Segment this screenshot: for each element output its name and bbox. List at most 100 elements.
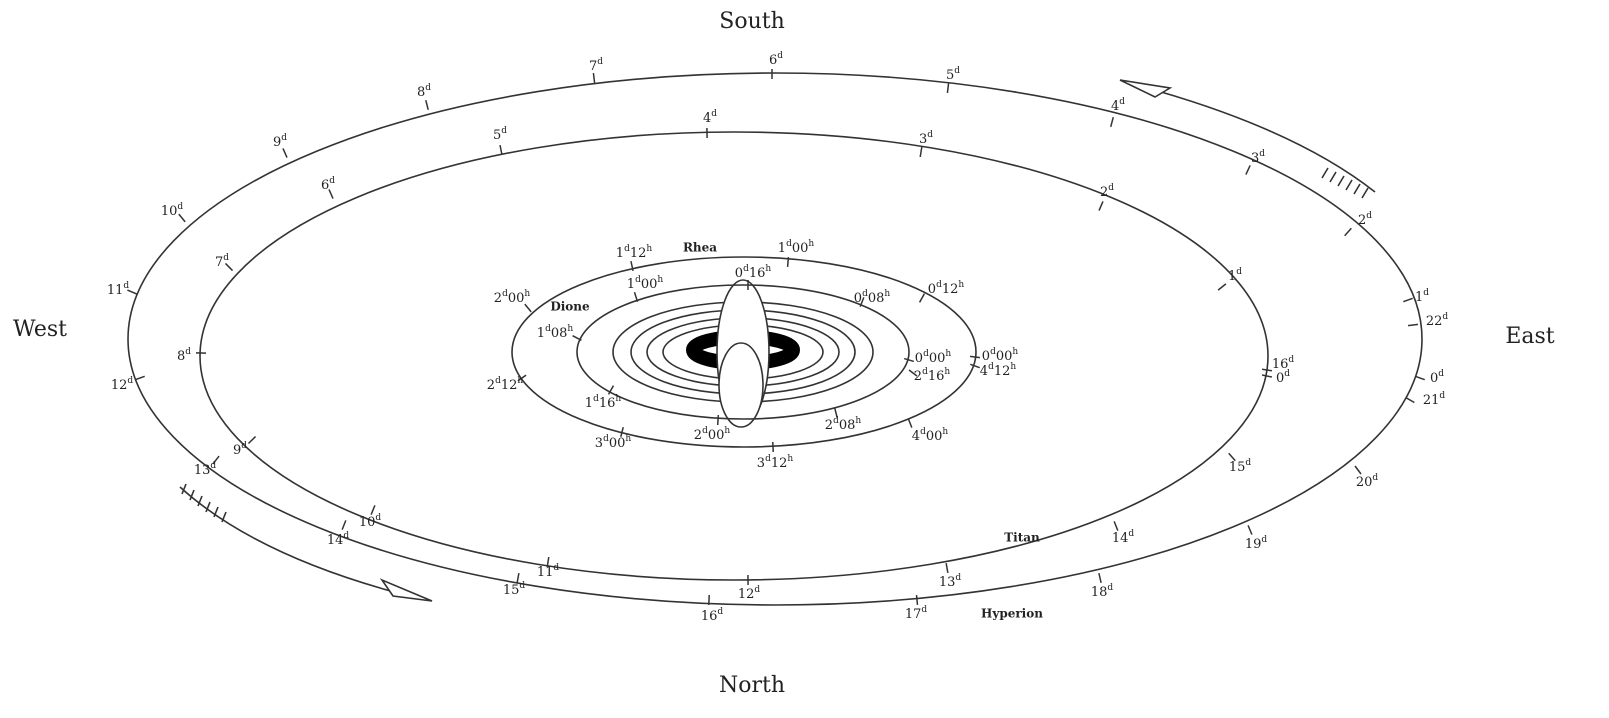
tick-label: 1d00h: [627, 275, 664, 292]
tick-label: 0d00h: [915, 349, 952, 366]
tick-label: 15d: [1229, 458, 1252, 475]
tick-label: 0d: [1430, 369, 1444, 386]
tick-label: 3d: [1251, 149, 1265, 166]
tick-mark: [1405, 396, 1415, 404]
tick-mark: [970, 363, 980, 369]
tick-mark: [945, 562, 949, 574]
tick-mark: [178, 213, 186, 223]
tick-label: 1d08h: [537, 324, 574, 341]
tick-mark: [969, 355, 981, 359]
tick-mark: [1415, 375, 1425, 381]
tick-label: 21d: [1423, 391, 1446, 408]
tick-mark: [918, 293, 926, 303]
tick-label: 0d16h: [735, 264, 772, 281]
tick-label: 11d: [537, 563, 560, 580]
tick-mark: [247, 435, 257, 445]
tick-label: 5d: [493, 126, 507, 143]
tick-mark: [1110, 116, 1114, 128]
tick-mark: [135, 375, 145, 381]
tick-mark: [499, 144, 503, 156]
tick-mark: [328, 189, 334, 199]
direction-south: South: [719, 9, 785, 34]
tick-mark: [1344, 227, 1352, 237]
orbit: [511, 256, 977, 448]
tick-label: 1d12h: [616, 244, 653, 261]
tick-mark: [224, 262, 234, 272]
tick-mark: [127, 289, 137, 295]
tick-label: 2d00h: [494, 289, 531, 306]
tick-mark: [859, 297, 865, 307]
tick-label: 7d: [589, 57, 603, 74]
tick-label: 11d: [107, 281, 130, 298]
tick-label: 0d: [1276, 369, 1290, 386]
tick-mark: [716, 414, 720, 426]
tick-mark: [903, 357, 915, 363]
tick-label: 0d08h: [854, 289, 891, 306]
tick-label: 2d: [1100, 183, 1114, 200]
tick-label: 4d: [703, 109, 717, 126]
tick-label: 3d12h: [757, 454, 794, 471]
tick-label: 0d12h: [928, 280, 965, 297]
tick-label: 14d: [327, 531, 350, 548]
tick-mark: [370, 505, 376, 515]
tick-label: 0d00h: [982, 347, 1019, 364]
tick-label: 2d: [1358, 211, 1372, 228]
tick-mark: [919, 146, 923, 158]
tick-label: 2d16h: [914, 367, 951, 384]
tick-mark: [592, 72, 596, 84]
tick-mark: [1261, 374, 1273, 378]
tick-label: 17d: [905, 605, 928, 622]
tick-mark: [516, 572, 520, 584]
saturn: [612, 279, 874, 428]
tick-label: 6d: [769, 51, 783, 68]
tick-label: 6d: [321, 176, 335, 193]
tick-mark: [633, 292, 639, 302]
direction-east: East: [1505, 324, 1554, 349]
tick-label: 19d: [1245, 535, 1268, 552]
tick-mark: [915, 594, 919, 606]
tick-label: 15d: [503, 581, 526, 598]
tick-label: 8d: [177, 347, 191, 364]
direction-arrows: [179, 79, 1376, 602]
tick-mark: [1217, 283, 1227, 291]
tick-label: 1d: [1415, 288, 1429, 305]
tick-label: 8d: [417, 83, 431, 100]
orbit-name: Rhea: [683, 241, 717, 255]
tick-mark: [834, 407, 838, 419]
tick-label: 12d: [111, 376, 134, 393]
tick-mark: [572, 335, 582, 341]
orbit-name: Hyperion: [981, 607, 1043, 621]
tick-label: 2d08h: [825, 416, 862, 433]
tick-mark: [771, 441, 775, 453]
tick-label: 14d: [1112, 529, 1135, 546]
tick-label: 16d: [1272, 355, 1295, 372]
tick-label: 2d00h: [694, 426, 731, 443]
tick-label: 13d: [194, 461, 217, 478]
tick-label: 12d: [738, 585, 761, 602]
tick-mark: [546, 556, 550, 568]
tick-mark: [1098, 201, 1104, 211]
tick-mark: [1247, 525, 1253, 535]
tick-label: 9d: [233, 441, 247, 458]
tick-mark: [1407, 323, 1419, 327]
tick-label: 1d00h: [778, 239, 815, 256]
tick-mark: [282, 148, 288, 158]
tick-label: 5d: [946, 66, 960, 83]
tick-label: 18d: [1091, 583, 1114, 600]
direction-north: North: [719, 673, 785, 698]
tick-label: 22d: [1426, 312, 1449, 329]
tick-label: 4d: [1111, 97, 1125, 114]
tick-label: 2d12h: [487, 376, 524, 393]
tick-mark: [341, 520, 347, 530]
orbit: [127, 72, 1423, 606]
tick-label: 10d: [161, 202, 184, 219]
tick-mark: [1098, 572, 1102, 584]
tick-label: 9d: [273, 133, 287, 150]
tick-mark: [607, 385, 615, 395]
orbit-name: Titan: [1004, 531, 1040, 545]
tick-label: 3d: [919, 130, 933, 147]
tick-label: 1d16h: [585, 394, 622, 411]
orbit-name: Dione: [550, 300, 590, 314]
tick-mark: [908, 369, 918, 377]
